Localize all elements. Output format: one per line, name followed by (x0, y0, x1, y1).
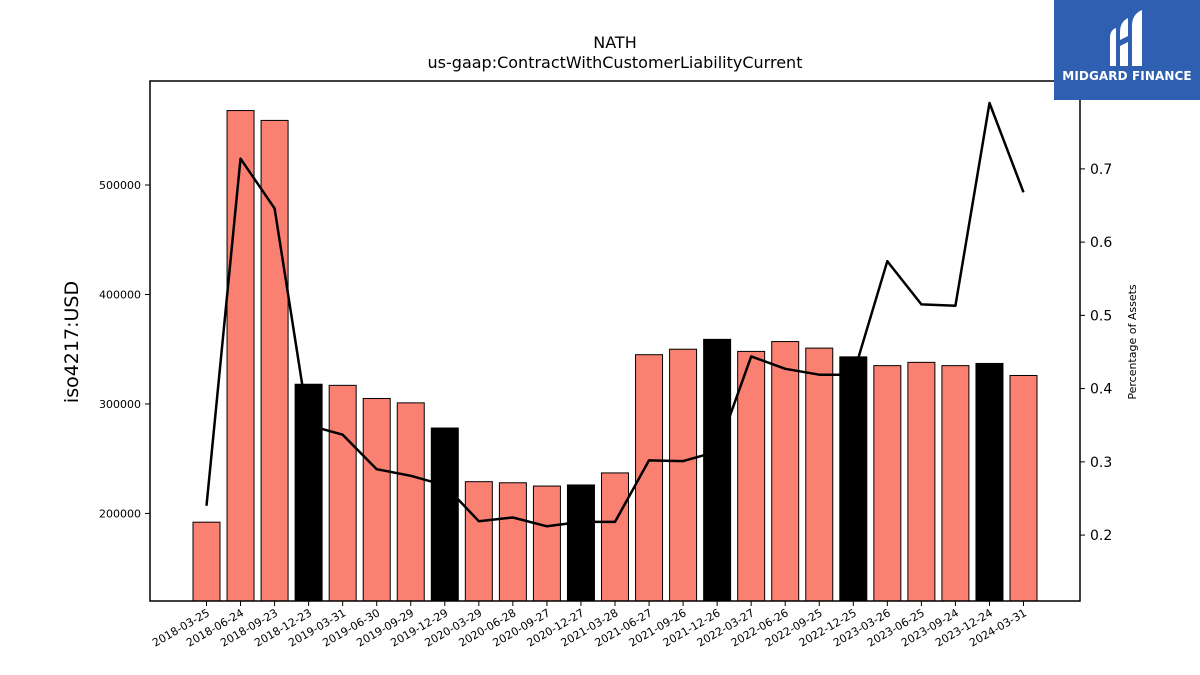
line-series (205, 101, 1025, 528)
y2-tick-label: 0.5 (1090, 308, 1112, 324)
bar-2022-09-25 (805, 347, 834, 602)
bar-2018-06-24 (226, 110, 255, 602)
bar-2021-12-26 (703, 338, 732, 602)
bar-2019-06-30 (362, 397, 391, 602)
bar-2022-03-27 (737, 350, 766, 602)
bar-2021-09-26 (669, 348, 698, 602)
bar-2018-09-23 (260, 119, 289, 602)
bar-2023-03-26 (873, 365, 902, 602)
y2-tick-label: 0.2 (1090, 528, 1112, 544)
bar-2019-12-29 (430, 427, 459, 602)
bar-2020-12-27 (566, 484, 595, 602)
y2-tick-label: 0.6 (1090, 235, 1112, 251)
bar-2022-06-26 (771, 341, 800, 602)
bar-2022-12-25 (839, 356, 868, 602)
chart-title: NATH (593, 33, 636, 52)
y-tick-label: 500000 (99, 179, 141, 192)
logo-text: MIDGARD FINANCE (1062, 69, 1192, 83)
logo-mark-icon (1110, 10, 1142, 66)
bar-2020-06-28 (498, 482, 527, 602)
y-axis-label: iso4217:USD (61, 281, 83, 403)
chart-subtitle: us-gaap:ContractWithCustomerLiabilityCur… (428, 53, 803, 72)
percentage-of-assets-line (205, 101, 1025, 528)
bar-2019-09-29 (396, 402, 425, 602)
y2-axis-label: Percentage of Assets (1126, 284, 1139, 400)
y-tick-label: 300000 (99, 398, 141, 411)
bar-series (192, 110, 1038, 602)
y-tick-label: 400000 (99, 288, 141, 301)
bar-2020-09-27 (532, 485, 561, 602)
bar-2024-03-31 (1009, 374, 1038, 602)
bar-2021-03-28 (601, 472, 629, 602)
bar-2019-03-31 (328, 384, 357, 602)
bar-2023-09-24 (941, 365, 970, 602)
bar-2023-12-24 (975, 362, 1004, 602)
bar-2018-12-23 (294, 383, 323, 602)
y-tick-label: 200000 (99, 507, 141, 520)
midgard-finance-logo: MIDGARD FINANCE (1054, 0, 1200, 100)
y2-tick-label: 0.4 (1090, 382, 1112, 398)
bar-2018-03-25 (192, 521, 221, 602)
y2-tick-label: 0.3 (1090, 455, 1112, 471)
y2-tick-label: 0.7 (1090, 162, 1112, 178)
bar-2020-03-29 (464, 481, 493, 602)
bar-2023-06-25 (907, 361, 936, 602)
